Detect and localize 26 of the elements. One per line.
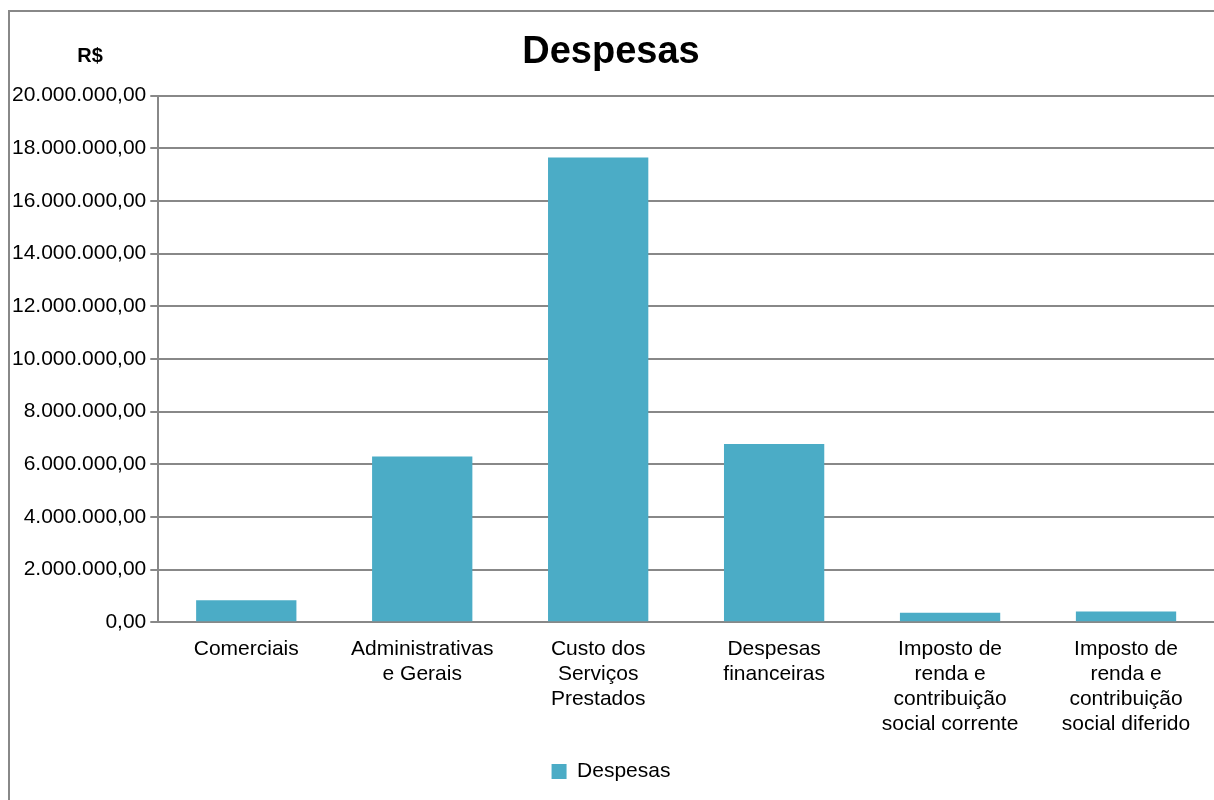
- y-tick-label: 20.000.000,00: [12, 82, 147, 106]
- legend-label: Despesas: [577, 758, 671, 782]
- y-tick-label: 6.000.000,00: [23, 451, 147, 475]
- x-tick-label: Imposto de renda e contribuição social diferido: [1061, 635, 1191, 735]
- x-tick-label: Comerciais: [193, 635, 299, 659]
- bar: [372, 456, 473, 622]
- bar: [1075, 611, 1177, 622]
- x-tick-label: Custo dos Serviços Prestados: [550, 635, 646, 709]
- x-tick-label: Administrativas e Gerais: [351, 635, 494, 684]
- y-tick-label: 18.000.000,00: [12, 135, 147, 159]
- y-tick-label: 2.000.000,00: [23, 556, 147, 580]
- bar: [548, 157, 649, 622]
- y-tick-label: 12.000.000,00: [12, 293, 147, 317]
- x-tick-label: Imposto de renda e contribuição social corrente: [881, 635, 1019, 735]
- bar: [196, 600, 297, 622]
- y-axis-title: R$: [77, 43, 103, 66]
- y-tick-label: 14.000.000,00: [12, 240, 147, 264]
- bar: [723, 443, 825, 622]
- y-tick-label: 8.000.000,00: [23, 398, 147, 422]
- chart-title: Despesas: [522, 29, 700, 72]
- y-tick-label: 10.000.000,00: [12, 345, 147, 369]
- y-tick-label: 4.000.000,00: [23, 503, 147, 527]
- y-tick-label: 16.000.000,00: [12, 187, 147, 211]
- bar: [899, 612, 1001, 622]
- x-tick-label: Despesas financeiras: [723, 635, 825, 684]
- y-tick-label: 0,00: [105, 609, 147, 632]
